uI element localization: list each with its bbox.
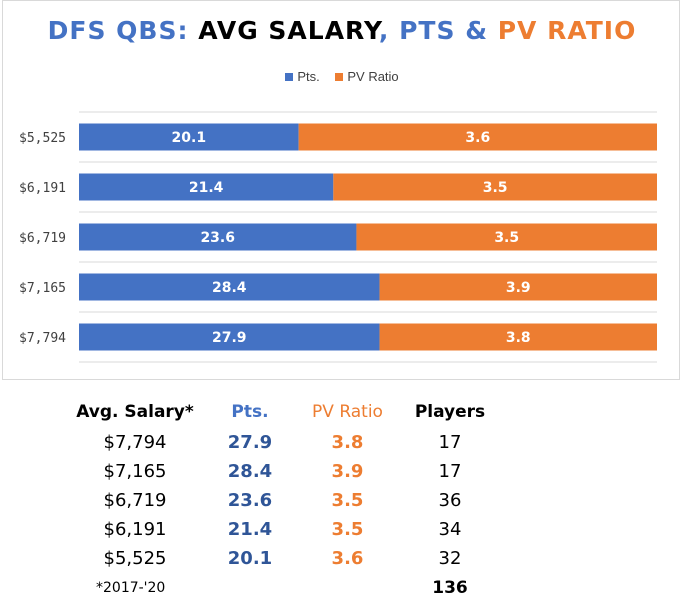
cell-pts: 28.4 — [227, 461, 273, 482]
bar-chart-plot: 20.1 3.6 $5,525 21.4 3.5 $6,191 23.6 3.5 $6,719 2… — [19, 111, 657, 363]
cell-salary: $6,191 — [103, 519, 167, 540]
cell-players: 32 — [438, 548, 462, 569]
title-part-3: , PTS & — [378, 16, 488, 45]
data-label-pts: 23.6 — [200, 230, 235, 246]
header-players: Players — [414, 402, 486, 422]
bar-pts — [79, 123, 299, 151]
legend-swatch-pv — [335, 73, 344, 81]
data-label-pts: 27.9 — [212, 330, 247, 346]
title-part-4: PV RATIO — [497, 16, 637, 45]
cell-pts: 21.4 — [227, 519, 273, 540]
bar-pv-ratio — [333, 173, 657, 201]
bar-pv-ratio — [379, 273, 657, 301]
header-pts: Pts. — [231, 402, 269, 422]
data-label-pv-ratio: 3.8 — [506, 330, 531, 346]
table-row: $7,794 27.9 3.8 17 — [0, 432, 684, 460]
bar-pts — [79, 173, 334, 201]
table-row: $6,719 23.6 3.5 36 — [0, 490, 684, 518]
cell-salary: $7,165 — [103, 461, 167, 482]
category-label: $7,794 — [19, 331, 66, 346]
legend-swatch-pts — [285, 73, 294, 81]
cell-players: 17 — [438, 461, 462, 482]
cell-pv-ratio: 3.8 — [331, 432, 364, 453]
cell-pts: 23.6 — [227, 490, 273, 511]
data-label-pv-ratio: 3.5 — [494, 230, 519, 246]
category-label: $7,165 — [19, 281, 66, 296]
data-label-pv-ratio: 3.5 — [483, 180, 508, 196]
bar-pv-ratio — [356, 223, 657, 251]
category-label: $6,719 — [19, 231, 66, 246]
cell-salary: $7,794 — [103, 432, 167, 453]
cell-pts: 27.9 — [227, 432, 273, 453]
bar-pv-ratio — [379, 323, 657, 351]
table-row: $6,191 21.4 3.5 34 — [0, 519, 684, 547]
legend-item-pts: Pts. — [285, 69, 320, 84]
legend-label-pv: PV Ratio — [347, 69, 399, 84]
cell-players: 34 — [438, 519, 462, 540]
header-pv-ratio: PV Ratio — [312, 402, 383, 422]
cell-pts: 20.1 — [227, 548, 273, 569]
data-label-pv-ratio: 3.9 — [506, 280, 531, 296]
table-header-row: Avg. Salary* Pts. PV Ratio Players — [0, 402, 684, 430]
data-label-pts: 20.1 — [172, 130, 207, 146]
players-total: 136 — [432, 578, 468, 598]
title-part-2: AVG SALARY — [198, 16, 379, 45]
bar-pts — [79, 323, 380, 351]
chart-legend: Pts. PV Ratio — [0, 69, 684, 84]
category-label: $5,525 — [19, 131, 66, 146]
cell-salary: $6,719 — [103, 490, 167, 511]
data-label-pts: 28.4 — [212, 280, 247, 296]
cell-pv-ratio: 3.5 — [331, 519, 364, 540]
cell-players: 36 — [438, 490, 462, 511]
legend-item-pv: PV Ratio — [335, 69, 399, 84]
cell-pv-ratio: 3.6 — [331, 548, 364, 569]
cell-pv-ratio: 3.5 — [331, 490, 364, 511]
legend-label-pts: Pts. — [297, 69, 320, 84]
data-label-pts: 21.4 — [189, 180, 224, 196]
table-row: $5,525 20.1 3.6 32 — [0, 548, 684, 576]
cell-pv-ratio: 3.9 — [331, 461, 364, 482]
cell-salary: $5,525 — [103, 548, 167, 569]
bar-pts — [79, 273, 380, 301]
table-footnote: *2017-'20 — [96, 580, 166, 596]
cell-players: 17 — [438, 432, 462, 453]
table-row: $7,165 28.4 3.9 17 — [0, 461, 684, 489]
bar-pts — [79, 223, 357, 251]
header-avg-salary: Avg. Salary* — [76, 402, 194, 422]
bar-pv-ratio — [298, 123, 657, 151]
category-label: $6,191 — [19, 181, 66, 196]
title-part-1: DFS QBS: — [47, 16, 189, 45]
chart-title: DFS QBS: AVG SALARY, PTS & PV RATIO — [0, 16, 684, 45]
data-label-pv-ratio: 3.6 — [465, 130, 490, 146]
